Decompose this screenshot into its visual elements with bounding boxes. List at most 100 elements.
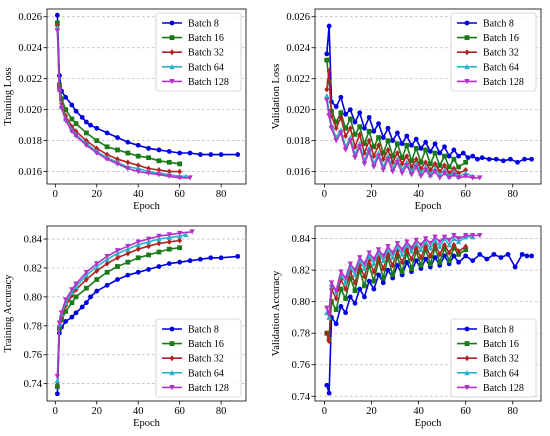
data-point: [418, 173, 424, 180]
data-point: [114, 161, 121, 167]
data-point: [104, 151, 110, 158]
data-point: [455, 238, 462, 245]
legend-marker: [464, 49, 470, 56]
data-point: [522, 156, 527, 162]
x-axis-label: Epoch: [415, 418, 443, 429]
data-point: [342, 275, 349, 281]
data-point: [343, 310, 349, 316]
data-point: [371, 128, 377, 134]
legend-marker: [169, 355, 175, 362]
chart-validation-loss: 0 20 40 60 80 0.016 0.018 0.020 0.022 0.024 0.026 E…: [271, 8, 542, 212]
data-point: [357, 124, 363, 130]
data-point: [357, 110, 363, 116]
data-point: [394, 159, 401, 166]
data-point: [376, 258, 381, 264]
data-point: [362, 294, 367, 300]
data-point: [394, 150, 400, 157]
data-point: [333, 125, 339, 132]
data-point: [470, 153, 476, 159]
y-tick-label: 0.020: [286, 105, 310, 116]
data-point: [338, 269, 344, 275]
data-point: [63, 319, 69, 324]
legend-box: [450, 318, 537, 398]
data-point: [446, 249, 452, 256]
data-point: [324, 51, 330, 57]
legend-label: Batch 128: [483, 77, 524, 88]
data-point: [404, 246, 410, 253]
data-point: [342, 147, 349, 153]
legend-box: [155, 12, 242, 92]
data-point: [189, 229, 195, 235]
data-point: [343, 111, 349, 117]
data-point: [324, 57, 330, 63]
data-point: [427, 173, 434, 180]
x-tick-label: 20: [92, 189, 103, 200]
x-tick-label: 40: [413, 406, 424, 417]
data-point: [399, 269, 405, 275]
data-point: [326, 113, 332, 119]
data-point: [94, 267, 100, 274]
data-point: [371, 261, 377, 267]
data-point: [427, 252, 433, 259]
data-point: [54, 12, 60, 18]
data-point: [54, 374, 61, 380]
legend-label: Batch 8: [483, 325, 514, 336]
legend-label: Batch 128: [188, 77, 229, 88]
data-point: [104, 282, 110, 288]
data-point: [399, 259, 405, 266]
data-point: [380, 280, 386, 286]
data-point: [135, 162, 141, 169]
data-point: [491, 251, 497, 257]
data-point: [166, 149, 172, 154]
data-point: [413, 237, 419, 243]
data-point: [451, 245, 457, 251]
x-tick-label: 60: [460, 406, 471, 417]
data-point: [442, 162, 447, 169]
data-point: [58, 105, 65, 111]
legend-label: Batch 64: [188, 62, 224, 73]
data-point: [366, 278, 372, 284]
data-point: [451, 241, 457, 248]
data-point: [404, 239, 410, 245]
chart-validation-accuracy: 0 20 40 60 80 0.74 0.76 0.78 0.80 0.82 0.84 Epoch Va…: [271, 225, 542, 429]
y-tick-label: 0.76: [24, 350, 42, 361]
legend-label: Batch 8: [188, 19, 219, 30]
data-point: [104, 144, 110, 150]
data-point: [73, 128, 79, 135]
data-point: [326, 23, 332, 29]
legend-marker: [169, 341, 175, 346]
data-point: [380, 167, 386, 173]
data-point: [371, 256, 377, 262]
legend-box: [155, 318, 242, 398]
data-point: [399, 247, 405, 253]
data-point: [422, 236, 429, 242]
data-point: [413, 248, 419, 254]
data-point: [145, 170, 152, 176]
data-point: [177, 259, 183, 265]
data-point: [413, 258, 419, 264]
legend-label: Batch 32: [188, 354, 224, 365]
data-point: [73, 133, 79, 139]
data-point: [104, 156, 110, 163]
data-point: [399, 155, 405, 161]
y-tick-label: 0.80: [24, 292, 42, 303]
data-point: [451, 147, 457, 153]
x-tick-label: 0: [322, 189, 327, 200]
data-point: [505, 251, 511, 257]
data-point: [463, 159, 469, 165]
data-point: [156, 172, 162, 178]
data-point: [451, 165, 457, 172]
y-tick-label: 0.84: [24, 235, 43, 246]
data-point: [437, 243, 443, 249]
data-point: [409, 266, 414, 271]
data-point: [529, 156, 534, 162]
legend-marker: [464, 79, 470, 85]
data-point: [361, 161, 368, 167]
data-point: [352, 267, 358, 273]
data-point: [423, 147, 429, 153]
legend-label: Batch 8: [483, 19, 514, 30]
data-point: [324, 92, 330, 99]
data-point: [73, 294, 79, 300]
data-point: [343, 125, 349, 131]
